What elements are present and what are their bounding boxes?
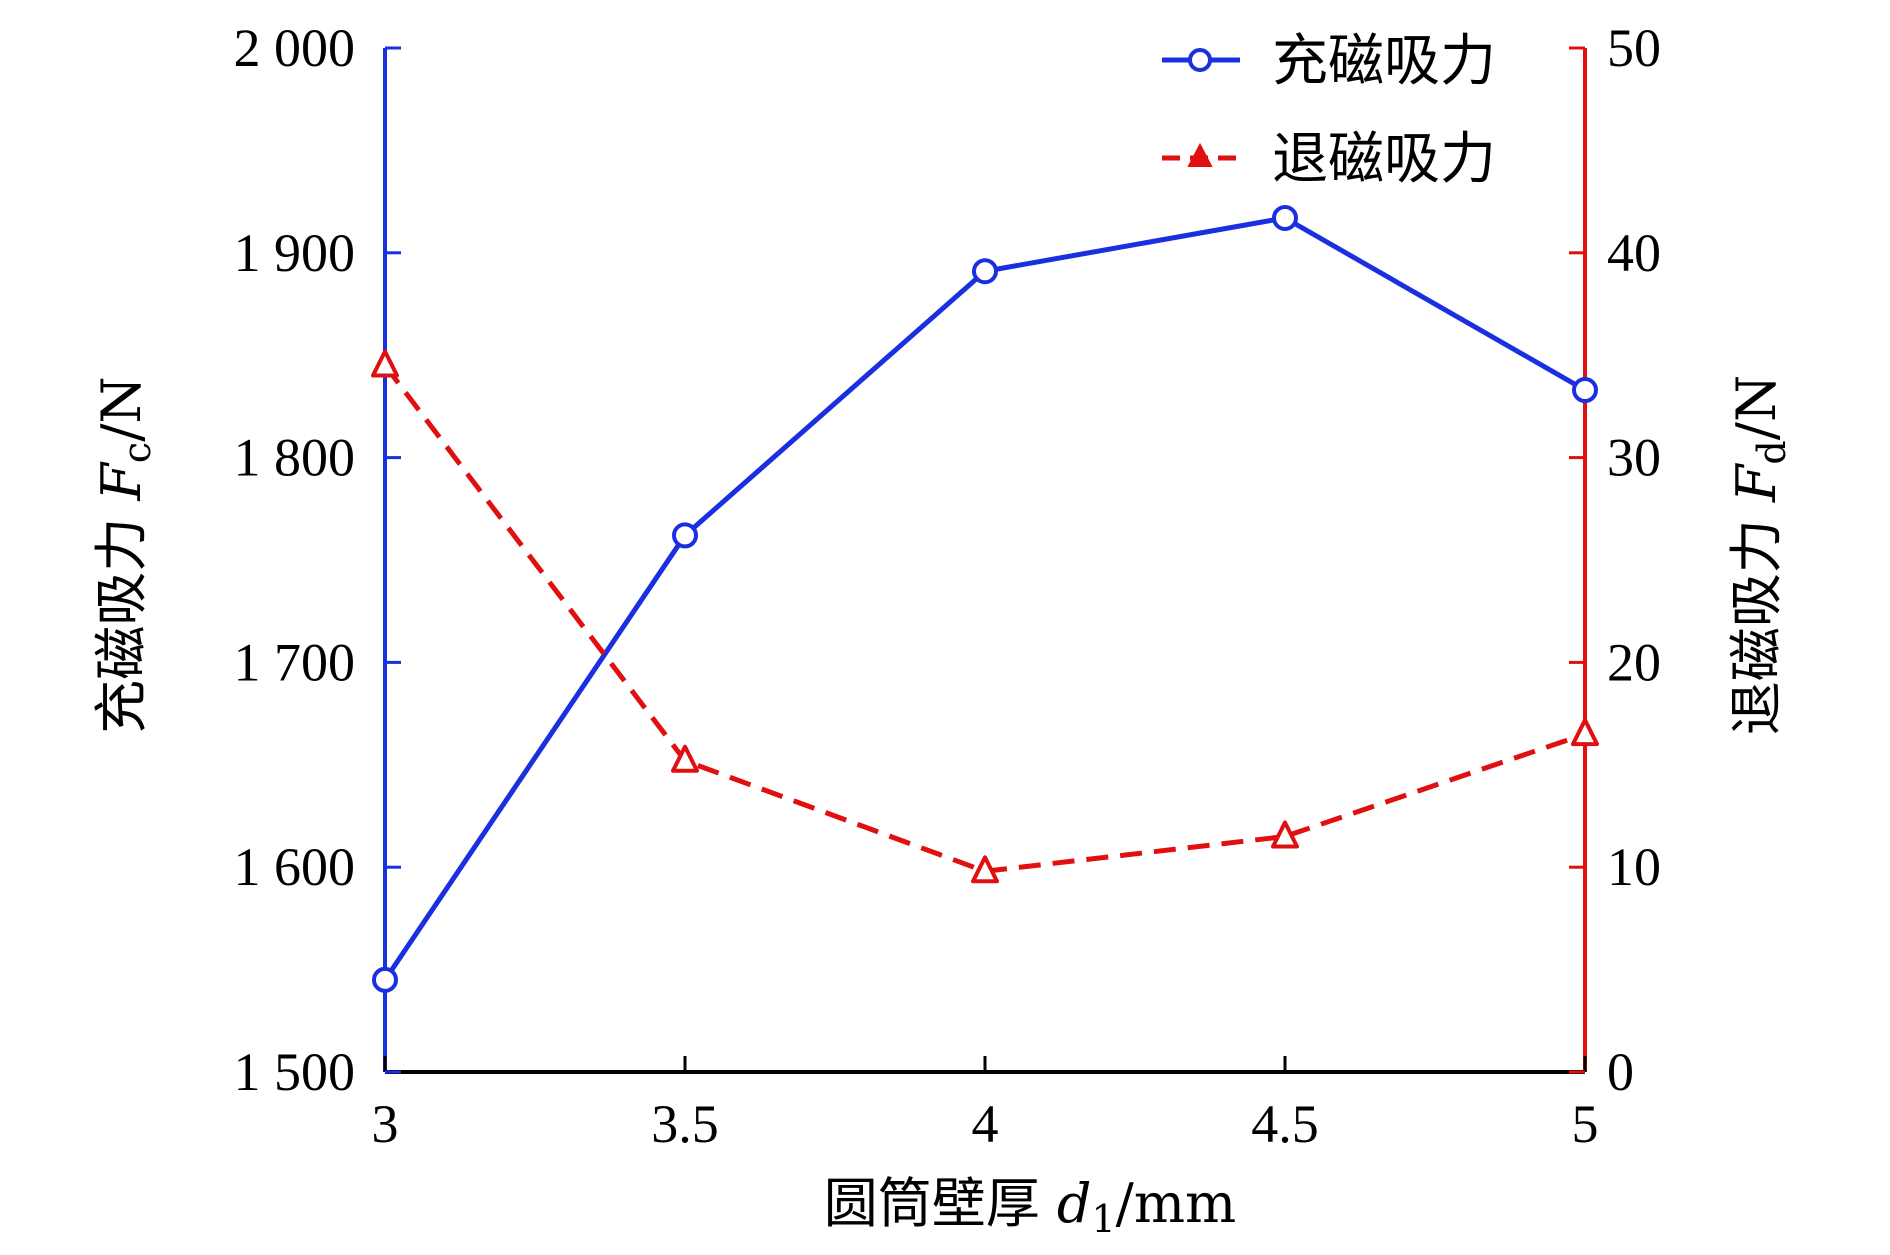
- series-0-point-1: [672, 522, 698, 549]
- x-tick-label-3: 4.5: [1251, 1094, 1319, 1154]
- ylabel-left-prefix: 充磁吸力: [90, 501, 153, 734]
- legend-item-charge: 充磁吸力: [1162, 29, 1496, 94]
- legend-label-demag: 退磁吸力: [1272, 127, 1496, 192]
- series-0-point-0: [372, 966, 398, 993]
- ylabel-right-suffix: /N: [1725, 375, 1788, 440]
- xlabel-subscript: 1: [1091, 1197, 1115, 1241]
- xlabel-suffix: /mm: [1116, 1172, 1237, 1235]
- series-line-1: [383, 363, 1586, 874]
- ylabel-left-subscript: c: [115, 442, 159, 463]
- tick-marks: [383, 46, 1587, 1074]
- series-0-point-2: [972, 258, 998, 285]
- y-axis-right-title: 退磁吸力 Fd/N: [1725, 375, 1794, 735]
- x-axis-title: 圆筒壁厚 d1/mm: [824, 1172, 1237, 1241]
- tick-labels: 3 3.5 4 4.5 5 1 500 1 600 1 700 1 800 1 900 2 000 0…: [234, 18, 1662, 1154]
- y-right-tick-label-0: 0: [1607, 1042, 1634, 1102]
- y-right-tick-label-2: 20: [1607, 632, 1661, 692]
- y-left-tick-label-0: 1 500: [234, 1042, 356, 1102]
- y-right-tick-label-1: 10: [1607, 837, 1661, 897]
- legend: 充磁吸力 退磁吸力: [1162, 29, 1496, 192]
- x-tick-label-0: 3: [372, 1094, 399, 1154]
- axes: [383, 48, 1587, 1074]
- series-0-point-3: [1272, 204, 1298, 231]
- x-tick-label-1: 3.5: [651, 1094, 719, 1154]
- x-tick-label-2: 4: [972, 1094, 999, 1154]
- ylabel-right-subscript: d: [1750, 440, 1794, 464]
- series-layer: [371, 204, 1599, 993]
- series-1-point-3: [1271, 820, 1299, 849]
- ylabel-right-prefix: 退磁吸力: [1725, 502, 1788, 735]
- ylabel-left-variable: F: [90, 461, 153, 502]
- y-axis-left-title: 充磁吸力 Fc/N: [90, 376, 159, 733]
- x-tick-label-4: 5: [1572, 1094, 1599, 1154]
- series-1-point-4: [1571, 718, 1599, 747]
- ylabel-left-suffix: /N: [90, 376, 153, 441]
- y-left-tick-label-5: 2 000: [234, 18, 356, 78]
- y-right-tick-label-3: 30: [1607, 428, 1661, 488]
- series-1-point-0: [371, 349, 399, 378]
- ylabel-right-variable: F: [1725, 462, 1788, 503]
- legend-item-demag: 退磁吸力: [1162, 127, 1496, 192]
- series-1-point-2: [971, 855, 999, 884]
- y-left-tick-label-1: 1 600: [234, 837, 356, 897]
- y-right-tick-label-4: 40: [1607, 223, 1661, 283]
- y-left-tick-label-2: 1 700: [234, 632, 356, 692]
- xlabel-variable: d: [1057, 1172, 1092, 1235]
- xlabel-prefix: 圆筒壁厚: [824, 1172, 1057, 1235]
- legend-marker-charge: [1188, 48, 1212, 72]
- series-0-point-4: [1572, 377, 1598, 404]
- legend-label-charge: 充磁吸力: [1272, 29, 1496, 94]
- series-1-point-1: [671, 744, 699, 773]
- y-right-tick-label-5: 50: [1607, 18, 1661, 78]
- legend-marker-demag: [1187, 142, 1213, 167]
- y-left-tick-label-3: 1 800: [234, 428, 356, 488]
- y-left-tick-label-4: 1 900: [234, 223, 356, 283]
